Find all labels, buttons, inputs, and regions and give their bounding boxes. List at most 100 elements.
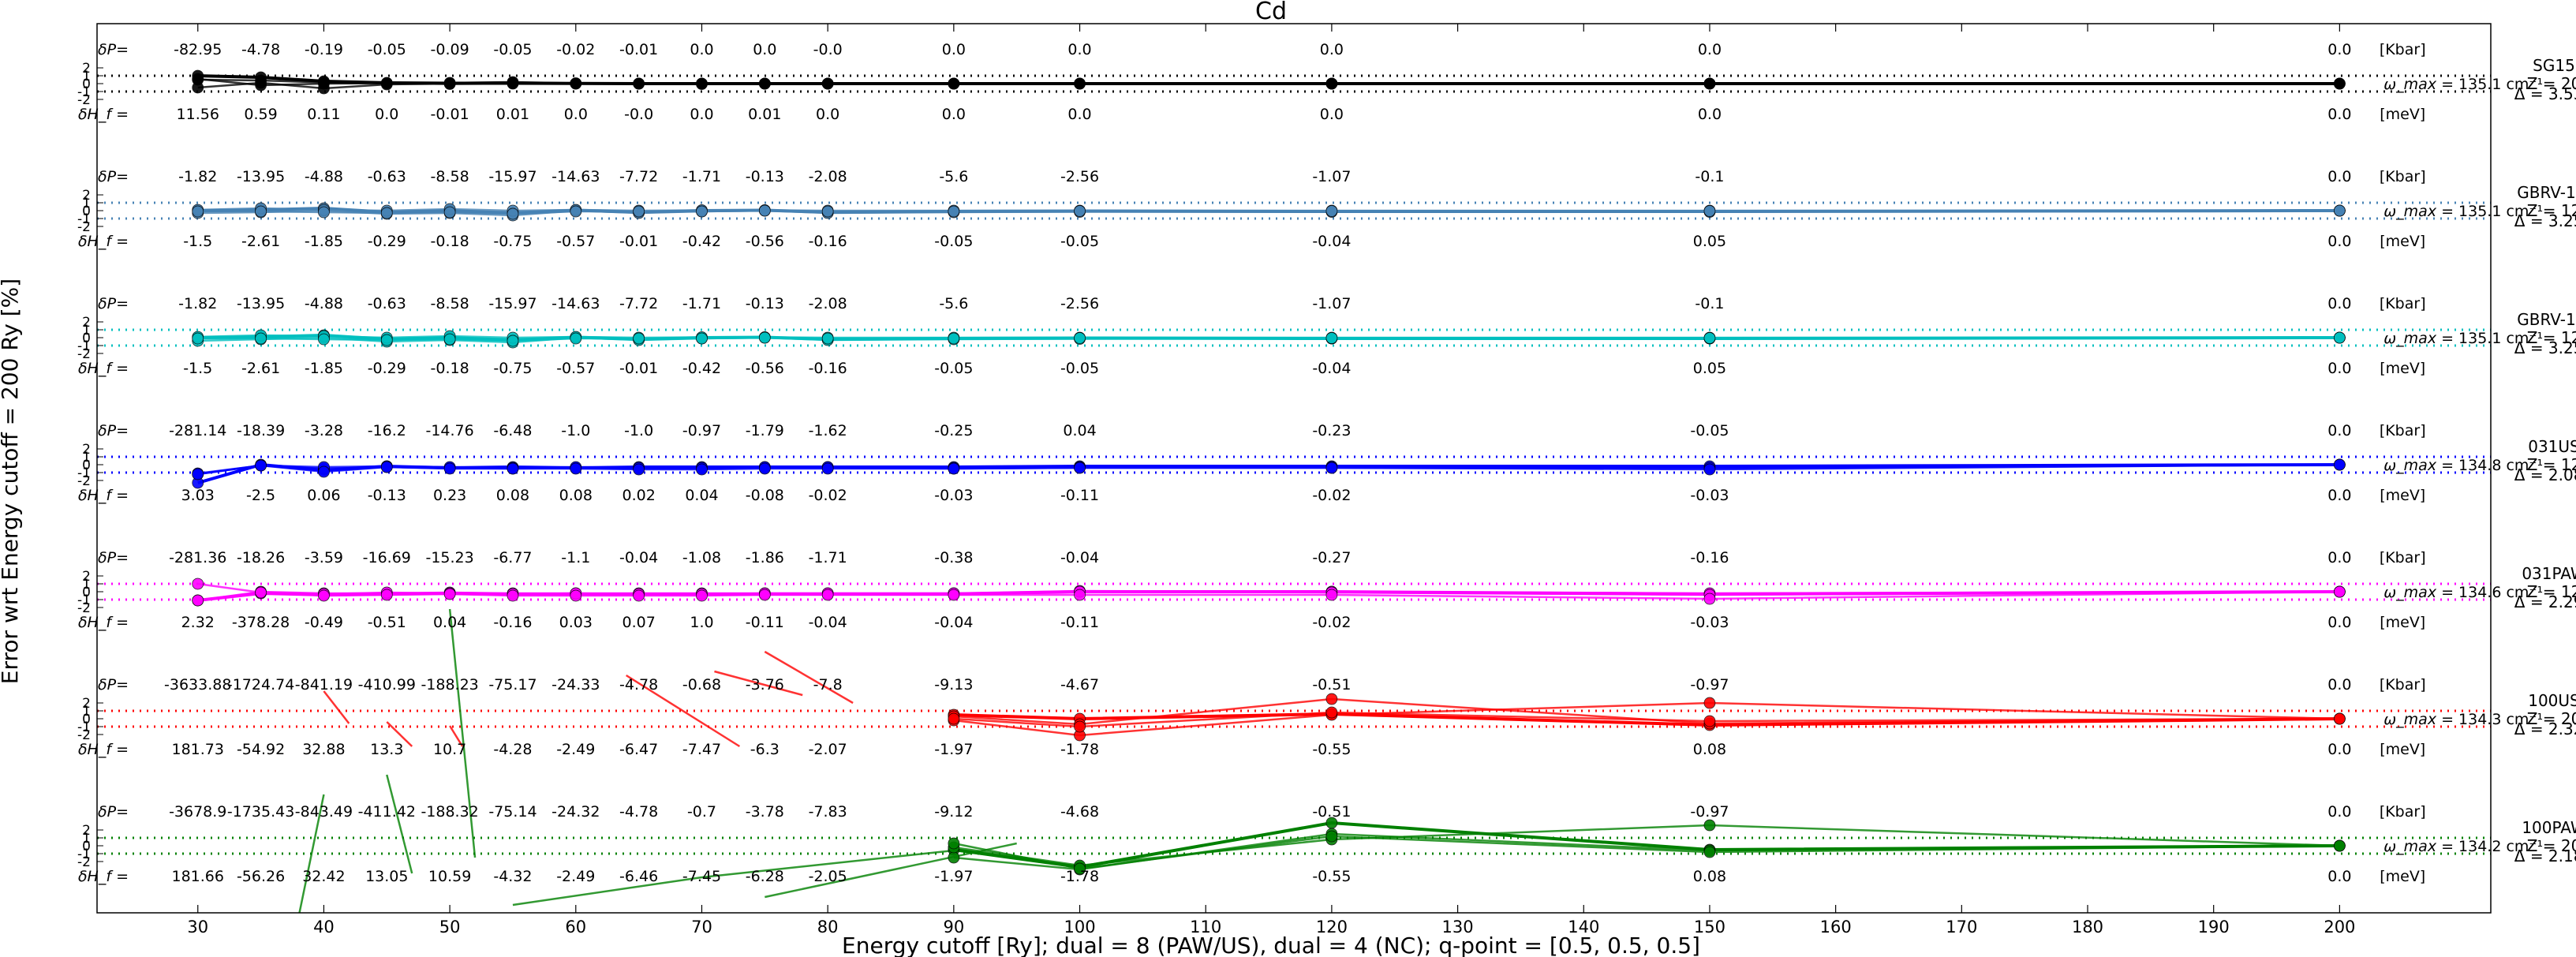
dh-value: -56.26: [237, 868, 285, 885]
dh-value: 0.0: [2327, 614, 2351, 631]
dh-value: -0.04: [934, 614, 973, 631]
data-point-sg15: [192, 73, 204, 85]
x-tick-label: 100: [1064, 918, 1095, 936]
dh-value: -0.18: [431, 233, 469, 250]
dh-value: -6.28: [746, 868, 784, 885]
data-point-031paw: [507, 589, 519, 602]
data-point-031us: [570, 462, 582, 475]
dh-value: -0.03: [1690, 487, 1729, 504]
dp-value: 0.0: [942, 41, 966, 58]
dp-value: -8.58: [431, 168, 469, 185]
z-value-100paw: Z = 20: [2527, 836, 2576, 855]
dp-value: -4.68: [1060, 803, 1099, 821]
omega-value: = 135.1 cm⁻¹: [2441, 330, 2543, 347]
data-point-100us: [1325, 706, 1338, 719]
data-point-gbrv-1-2: [2334, 331, 2346, 344]
data-point-gbrv-1-4: [570, 205, 582, 218]
dh-value: 0.0: [1067, 106, 1091, 123]
dh-value: 0.0: [2327, 360, 2351, 377]
dp-value: -2.08: [809, 168, 847, 185]
dp-unit: [Kbar]: [2380, 676, 2426, 693]
dp-value: -13.95: [237, 295, 285, 312]
data-point-031us: [758, 462, 771, 475]
pseudo-name-031paw: 031PAW: [2522, 564, 2576, 583]
escape-line-100paw: [512, 876, 702, 907]
y-tick-label: 0: [82, 331, 91, 346]
dp-value: 0.0: [1320, 41, 1344, 58]
dh-value: -2.49: [556, 741, 595, 758]
y-tick-label: 1: [82, 323, 91, 338]
dp-value: -0.05: [368, 41, 406, 58]
z-value-031us: Z = 12: [2527, 455, 2576, 474]
dp-row-label: δP=: [98, 168, 129, 185]
dp-value: -7.83: [809, 803, 847, 821]
dp-value: -841.19: [295, 676, 353, 693]
dh-unit: [meV]: [2380, 106, 2425, 123]
dp-value: -0.97: [682, 422, 721, 439]
dp-value: -1.71: [682, 168, 721, 185]
dh-value: -0.01: [619, 233, 658, 250]
dh-value: -0.02: [1312, 487, 1351, 504]
escape-line-100paw: [701, 849, 954, 879]
data-point-031paw: [948, 589, 960, 601]
data-point-031paw: [633, 589, 645, 602]
dh-value: -2.49: [556, 868, 595, 885]
dh-value: -0.56: [746, 360, 784, 377]
dp-value: -4.67: [1060, 676, 1099, 693]
data-point-sg15: [1325, 77, 1338, 90]
dh-value: -0.03: [1690, 614, 1729, 631]
omega-symbol: ω_max: [2383, 584, 2437, 601]
data-point-031us: [696, 463, 708, 476]
dp-value: -15.97: [488, 168, 537, 185]
data-point-gbrv-1-4: [696, 205, 708, 218]
dp-value: -5.6: [939, 168, 968, 185]
series-line-031paw: [197, 582, 2340, 596]
dp-value: -9.12: [934, 803, 973, 821]
dh-value: -2.61: [241, 233, 280, 250]
x-tick-label: 150: [1694, 918, 1725, 936]
dh-value: -0.75: [493, 360, 532, 377]
dh-value: -0.05: [1060, 360, 1099, 377]
dp-unit: [Kbar]: [2380, 295, 2426, 312]
y-tick-label: -2: [77, 727, 91, 743]
escape-line-group: [626, 674, 741, 748]
data-point-100us: [2334, 712, 2346, 725]
data-point-sg15: [948, 77, 960, 90]
data-point-gbrv-1-2: [570, 332, 582, 345]
dp-value: -0.63: [368, 295, 406, 312]
dp-value: -1724.74: [227, 676, 294, 693]
y-tick-label: 0: [82, 712, 91, 727]
dh-value: -0.56: [746, 233, 784, 250]
dh-unit: [meV]: [2380, 741, 2425, 758]
dp-value: -1.86: [746, 549, 784, 566]
dh-unit: [meV]: [2380, 487, 2425, 504]
data-point-100paw: [948, 837, 960, 850]
delta-value-031paw: Δ = 2.299: [2514, 593, 2576, 611]
y-tick-label: 1: [82, 450, 91, 465]
dh-value: 0.0: [375, 106, 398, 123]
dp-value: -6.48: [493, 422, 532, 439]
dp-value: -4.78: [619, 676, 658, 693]
data-point-031paw: [318, 589, 330, 602]
dp-value: -4.78: [619, 803, 658, 821]
escape-line-group: [298, 794, 325, 913]
omega-symbol: ω_max: [2383, 838, 2437, 855]
data-point-sg15: [1703, 77, 1716, 90]
data-point-031us: [507, 462, 519, 475]
data-point-gbrv-1-4: [443, 206, 456, 219]
dp-value: -82.95: [174, 41, 222, 58]
dh-value: -0.55: [1312, 868, 1351, 885]
data-point-100us: [1703, 715, 1716, 727]
dh-value: -0.02: [1312, 614, 1351, 631]
panels-layer: [97, 74, 2491, 855]
data-point-031us: [2334, 458, 2346, 471]
data-point-gbrv-1-2: [1703, 332, 1716, 344]
dp-value: -0.09: [431, 41, 469, 58]
dh-value: -4.28: [493, 741, 532, 758]
x-tick-label: 200: [2324, 918, 2355, 936]
dh-value: 0.05: [1693, 233, 1726, 250]
y-tick-label: 0: [82, 458, 91, 473]
x-tick-label: 130: [1442, 918, 1474, 936]
data-point-gbrv-1-4: [633, 205, 645, 218]
dh-value: 0.01: [748, 106, 781, 123]
